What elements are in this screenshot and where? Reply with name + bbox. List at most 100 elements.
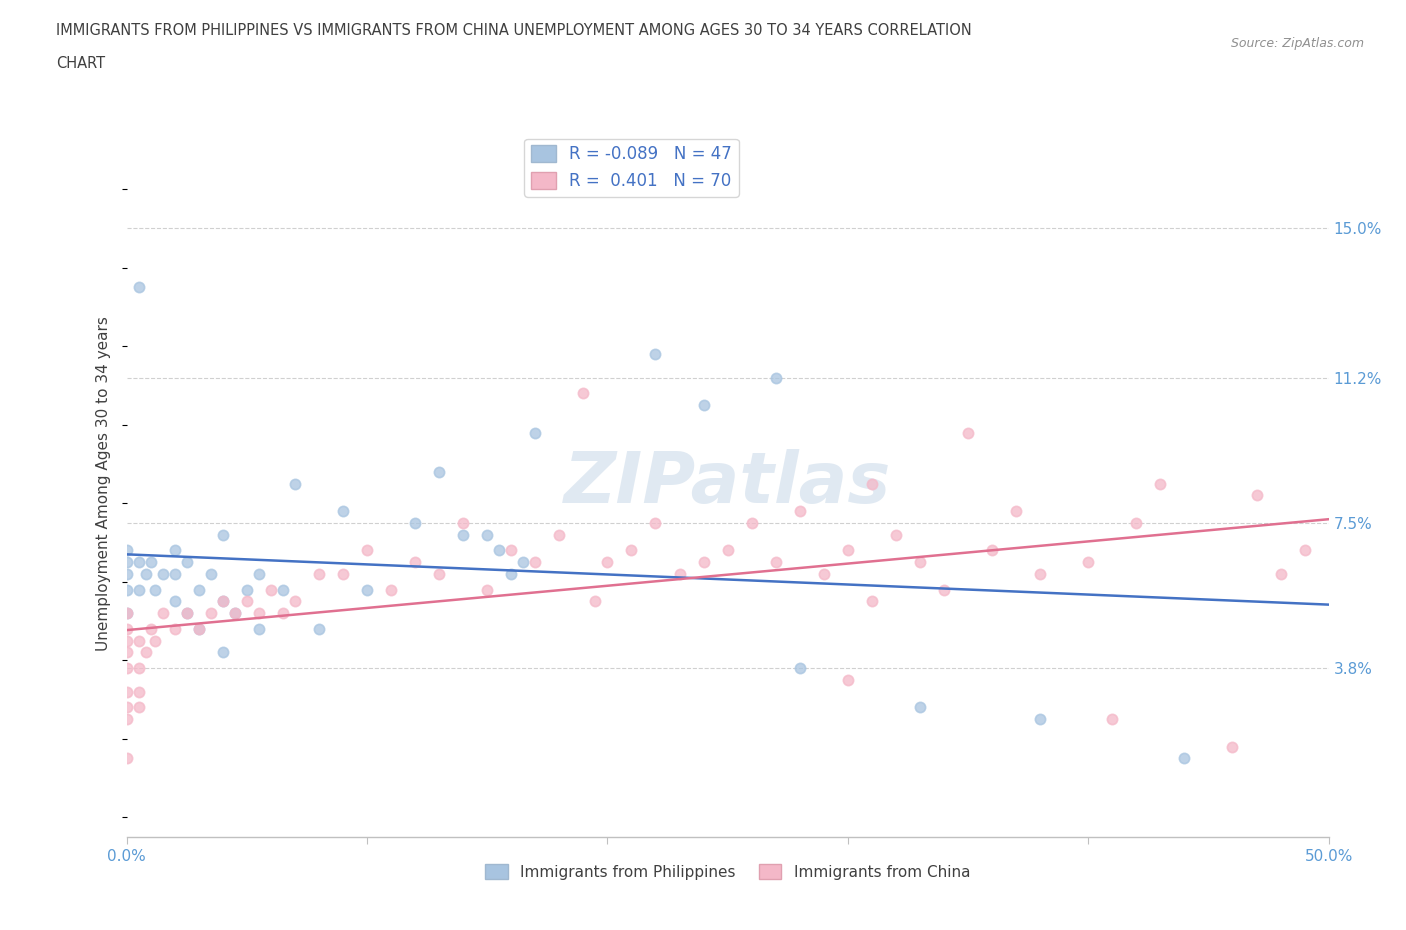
Point [380,582,402,597]
Point [247,566,270,581]
Point [512,554,534,569]
Point [115,751,138,766]
Point [115,605,138,620]
Point [128,582,150,597]
Point [139,554,162,569]
Point [860,476,883,491]
Point [692,398,714,413]
Point [451,515,474,530]
Point [235,594,259,609]
Point [284,594,307,609]
Point [128,660,150,675]
Point [1294,543,1316,558]
Point [115,554,138,569]
Point [128,633,150,648]
Y-axis label: Unemployment Among Ages 30 to 34 years: Unemployment Among Ages 30 to 34 years [96,316,111,651]
Point [145,582,167,597]
Point [211,594,233,609]
Point [765,370,787,385]
Point [200,605,222,620]
Point [176,605,198,620]
Point [475,527,498,542]
Point [668,566,690,581]
Text: ZIPatlas: ZIPatlas [564,449,891,518]
Point [128,684,150,699]
Point [488,543,510,558]
Point [524,554,547,569]
Point [187,621,209,636]
Point [115,543,138,558]
Point [644,515,666,530]
Point [741,515,763,530]
Point [716,543,740,558]
Point [475,582,498,597]
Point [163,543,186,558]
Point [501,566,523,581]
Point [135,645,157,660]
Point [548,527,571,542]
Point [789,504,811,519]
Point [224,605,246,620]
Point [187,621,209,636]
Point [115,633,138,648]
Point [115,621,138,636]
Point [860,594,883,609]
Point [128,700,150,715]
Point [145,633,167,648]
Point [1149,476,1171,491]
Point [211,594,233,609]
Point [1246,488,1268,503]
Point [1101,711,1123,726]
Point [139,621,162,636]
Point [115,582,138,597]
Point [211,527,233,542]
Point [115,684,138,699]
Point [1077,554,1099,569]
Point [308,566,330,581]
Point [128,554,150,569]
Point [789,660,811,675]
Point [176,554,198,569]
Point [1270,566,1292,581]
Point [235,582,259,597]
Point [247,605,270,620]
Text: IMMIGRANTS FROM PHILIPPINES VS IMMIGRANTS FROM CHINA UNEMPLOYMENT AMONG AGES 30 : IMMIGRANTS FROM PHILIPPINES VS IMMIGRANT… [56,23,972,38]
Point [596,554,619,569]
Point [981,543,1004,558]
Point [247,621,270,636]
Point [224,605,246,620]
Point [956,425,979,440]
Point [908,700,931,715]
Legend: Immigrants from Philippines, Immigrants from China: Immigrants from Philippines, Immigrants … [479,857,976,886]
Point [451,527,474,542]
Point [1222,739,1244,754]
Point [908,554,931,569]
Point [932,582,955,597]
Point [427,464,450,479]
Point [765,554,787,569]
Point [200,566,222,581]
Point [837,543,859,558]
Point [1029,566,1052,581]
Point [404,554,426,569]
Point [163,621,186,636]
Point [1029,711,1052,726]
Point [620,543,643,558]
Text: Source: ZipAtlas.com: Source: ZipAtlas.com [1230,37,1364,50]
Point [284,476,307,491]
Text: CHART: CHART [56,56,105,71]
Point [271,605,294,620]
Point [644,347,666,362]
Point [356,582,378,597]
Point [115,711,138,726]
Point [583,594,606,609]
Point [1005,504,1028,519]
Point [260,582,283,597]
Point [115,605,138,620]
Point [1125,515,1147,530]
Point [501,543,523,558]
Point [524,425,547,440]
Point [163,594,186,609]
Point [427,566,450,581]
Point [332,566,354,581]
